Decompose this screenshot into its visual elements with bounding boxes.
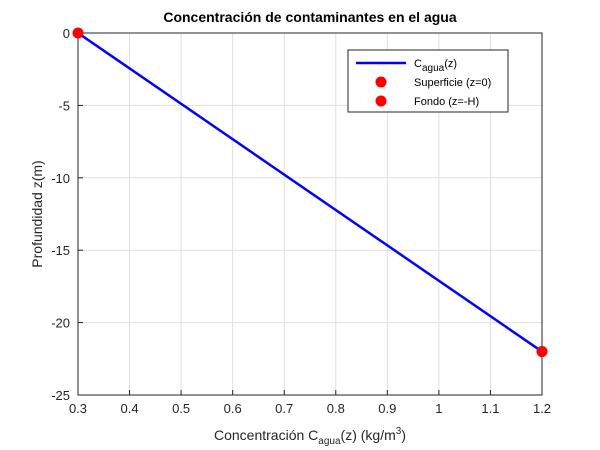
legend-marker: [375, 95, 387, 107]
subscript: 3: [396, 426, 402, 437]
subscript: agua: [422, 63, 445, 74]
data-line: [77, 31, 543, 353]
y-axis-label: Profundidad z(m): [29, 160, 45, 267]
x-tick-label: 0.4: [121, 401, 139, 416]
y-tick-label: -15: [51, 243, 70, 258]
legend-box: [347, 49, 509, 113]
y-tick-label: -5: [58, 98, 70, 113]
legend-label: Fondo (z=-H): [414, 96, 479, 108]
legend-label: Cagua(z): [414, 58, 457, 74]
y-tick-label: 0: [63, 26, 70, 41]
x-tick-label: 1: [435, 401, 442, 416]
x-tick-label: 0.8: [327, 401, 345, 416]
text-part: Fondo (z=-H): [414, 96, 479, 108]
x-axis-label: Concentración Cagua(z) (kg/m3): [214, 426, 406, 447]
y-tick-label: -10: [51, 171, 70, 186]
x-tick-label: 0.3: [69, 401, 87, 416]
y-tick-label: -20: [51, 316, 70, 331]
legend-marker: [375, 76, 387, 88]
y-tick-label: -25: [51, 388, 70, 403]
x-tick-label: 1.1: [481, 401, 499, 416]
text-part: Concentración C: [214, 427, 318, 443]
plot-frame: [77, 32, 543, 396]
x-tick-label: 1.2: [533, 401, 551, 416]
x-tick-label: 0.5: [172, 401, 190, 416]
data-point: [72, 27, 84, 39]
chart-title: Concentración de contaminantes en el agu…: [163, 9, 457, 25]
text-part: C: [414, 58, 422, 70]
text-part: Superficie (z=0): [414, 77, 491, 89]
x-tick-label: 0.6: [224, 401, 242, 416]
subscript: agua: [318, 436, 341, 447]
text-part: (z): [444, 58, 457, 70]
legend-label: Superficie (z=0): [414, 77, 491, 89]
text-part: (z) (kg/m: [341, 427, 396, 443]
data-point: [536, 346, 548, 358]
text-part: ): [401, 427, 406, 443]
x-tick-label: 0.9: [378, 401, 396, 416]
x-tick-label: 0.7: [275, 401, 293, 416]
